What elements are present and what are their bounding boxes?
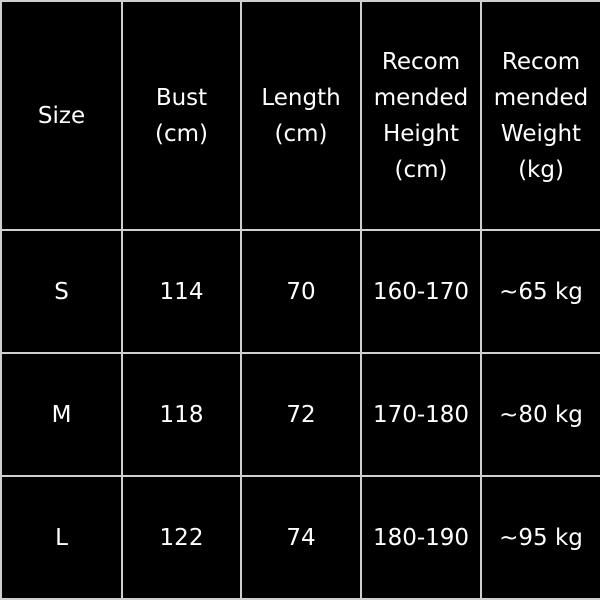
cell-weight: ~95 kg	[480, 475, 600, 600]
header-row: Size Bust (cm) Length (cm) Recom mended …	[0, 0, 600, 231]
cell-weight: ~80 kg	[480, 352, 600, 477]
cell-weight: ~65 kg	[480, 229, 600, 354]
cell-size: M	[0, 352, 123, 477]
header-height: Recom mended Height (cm)	[360, 0, 482, 231]
cell-length: 70	[240, 229, 362, 354]
cell-size: L	[0, 475, 123, 600]
cell-length: 74	[240, 475, 362, 600]
cell-height: 160-170	[360, 229, 482, 354]
cell-height: 180-190	[360, 475, 482, 600]
cell-bust: 118	[121, 352, 242, 477]
table-row: S 114 70 160-170 ~65 kg	[0, 229, 600, 354]
cell-bust: 122	[121, 475, 242, 600]
header-size: Size	[0, 0, 123, 231]
header-weight: Recom mended Weight (kg)	[480, 0, 600, 231]
cell-length: 72	[240, 352, 362, 477]
table-row: L 122 74 180-190 ~95 kg	[0, 475, 600, 600]
cell-bust: 114	[121, 229, 242, 354]
header-length: Length (cm)	[240, 0, 362, 231]
cell-size: S	[0, 229, 123, 354]
table-row: M 118 72 170-180 ~80 kg	[0, 352, 600, 477]
cell-height: 170-180	[360, 352, 482, 477]
header-bust: Bust (cm)	[121, 0, 242, 231]
